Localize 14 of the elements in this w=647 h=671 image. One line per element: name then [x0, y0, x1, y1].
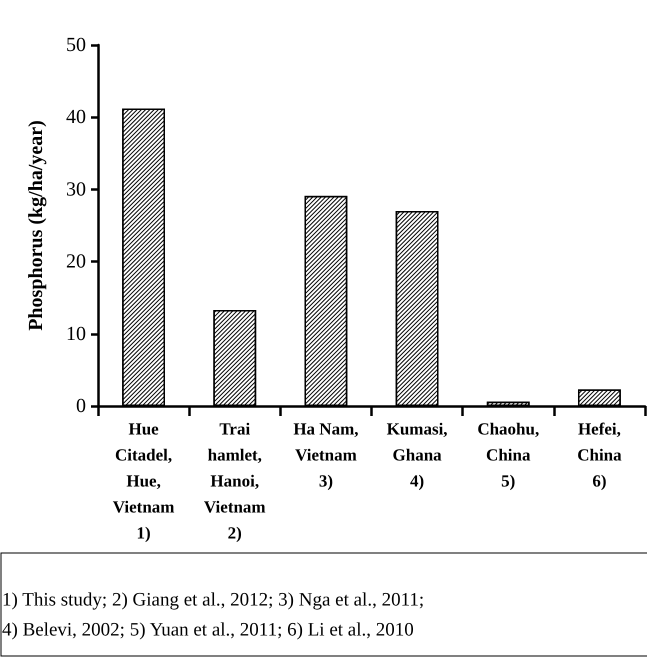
x-tick-label: Hue Citadel, Hue, Vietnam 1) [112, 420, 174, 542]
y-tick-label: 0 [76, 395, 86, 417]
x-tick-label: Kumasi, Ghana 4) [386, 420, 448, 490]
y-tick-label: 40 [66, 106, 86, 128]
y-axis-title: Phosphorus (kg/ha/year) [25, 120, 47, 331]
y-tick-label: 20 [66, 250, 86, 273]
text: 1) This study; 2) Giang et al., 2012; 3) Nga et al., 2011; 4) Belevi, 2002; 5) Yuan et al., 2011; 6) Li et al., 2010 [2, 590, 424, 640]
y-tick-label: 10 [66, 322, 86, 345]
x-tick-label: Hefei, China 6) [577, 420, 622, 490]
x-tick-label: Trai hamlet, Hanoi, Vietnam 2) [204, 420, 266, 542]
x-tick-label: Chaohu, China 5) [477, 420, 540, 490]
x-tick-label: Ha Nam, Vietnam 3) [293, 420, 359, 490]
y-tick-label: 30 [66, 178, 86, 200]
y-tick-label: 50 [66, 34, 86, 56]
